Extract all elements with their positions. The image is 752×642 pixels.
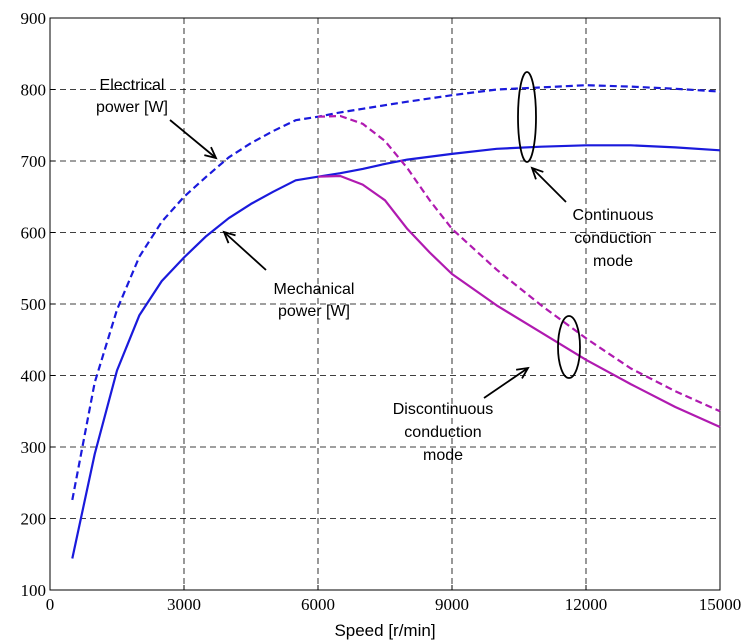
y-tick-label: 300 — [21, 438, 47, 457]
x-tick-label: 9000 — [435, 595, 469, 614]
mechanical-power-arrow-head — [222, 230, 236, 244]
continuous-mode-ellipse — [517, 71, 537, 163]
continuous-mode-arrow-head — [530, 166, 544, 180]
electrical-power-label-line: Electrical — [100, 77, 165, 94]
discontinuous-mode-arrow-head — [515, 366, 530, 379]
y-tick-label: 900 — [21, 9, 47, 28]
x-tick-label: 3000 — [167, 595, 201, 614]
continuous-mode-arrow — [531, 167, 567, 203]
x-axis-label: Speed [r/min] — [334, 621, 435, 640]
continuous-mode-label-line: conduction — [574, 230, 651, 247]
y-tick-label: 200 — [21, 510, 47, 529]
series-lines — [71, 84, 721, 559]
series-line-mech-disc — [317, 174, 721, 429]
mechanical-power-arrow — [223, 231, 267, 271]
continuous-mode-label-line: Continuous — [573, 207, 654, 224]
series-line-elec-cont — [71, 84, 721, 501]
y-tick-label: 600 — [21, 224, 47, 243]
series-line-elec-disc — [317, 114, 721, 413]
x-tick-label: 12000 — [565, 595, 608, 614]
discontinuous-mode-arrow — [483, 367, 529, 399]
y-tick-label: 100 — [21, 581, 47, 600]
discontinuous-mode-ellipse — [557, 315, 581, 379]
mechanical-power-label-line: Mechanical — [274, 281, 355, 298]
discontinuous-mode-label-line: Discontinuous — [393, 401, 494, 418]
mechanical-power-label-line: power [W] — [278, 303, 350, 320]
electrical-power-arrow — [169, 119, 217, 159]
discontinuous-mode-label-line: conduction — [404, 424, 481, 441]
y-tick-label: 700 — [21, 152, 47, 171]
grid — [50, 18, 720, 590]
x-tick-label: 0 — [46, 595, 55, 614]
y-tick-label: 800 — [21, 81, 47, 100]
electrical-power-label-line: power [W] — [96, 99, 168, 116]
tick-labels: 0 3000 6000 9000 12000 15000 100 200 300 400 500 60… — [21, 9, 742, 614]
annotations: Electrical power [W] Mechanical power [W] Co… — [96, 71, 654, 464]
x-tick-label: 6000 — [301, 595, 335, 614]
electrical-power-arrow-head — [204, 146, 218, 160]
y-tick-label: 400 — [21, 367, 47, 386]
continuous-mode-label-line: mode — [593, 253, 633, 270]
discontinuous-mode-label-line: mode — [423, 447, 463, 464]
y-tick-label: 500 — [21, 295, 47, 314]
x-tick-label: 15000 — [699, 595, 742, 614]
